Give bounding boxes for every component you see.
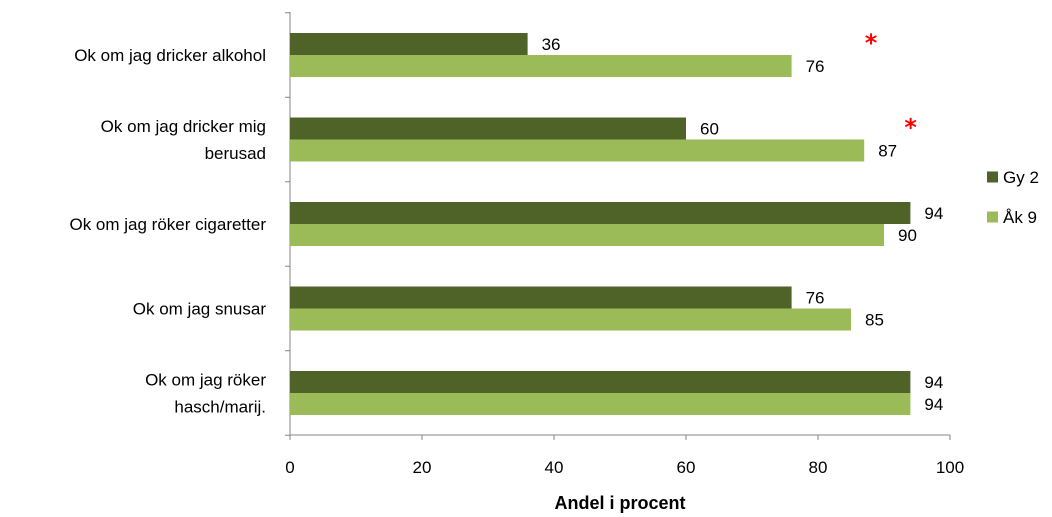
bar-gy2 (290, 286, 792, 309)
x-tick-label: 100 (936, 458, 964, 477)
bar-value-label: 87 (878, 142, 897, 161)
x-tick-label: 40 (545, 458, 564, 477)
x-tick-label: 60 (677, 458, 696, 477)
category-labels: Ok om jag dricker alkohol Ok om jag drick… (69, 46, 266, 417)
bar-value-label: 60 (700, 120, 719, 139)
bar-gy2 (290, 202, 911, 224)
category-label: Ok om jag dricker mig berusad (101, 117, 266, 163)
bar-value-label: 94 (924, 373, 943, 392)
bar-value-label: 94 (924, 395, 943, 414)
bar-ak9 (290, 393, 911, 415)
category-label: Ok om jag röker hasch/marij. (145, 371, 266, 417)
significance-asterisk: * (865, 29, 878, 57)
bar-value-label: 94 (924, 204, 943, 223)
bar-gy2 (290, 117, 686, 140)
bar-value-label: 76 (806, 57, 825, 76)
legend: Gy 2 Åk 9 (987, 168, 1039, 227)
legend-swatch (987, 211, 998, 223)
legend-label: Åk 9 (1003, 208, 1037, 227)
x-tick-label: 20 (413, 458, 432, 477)
bar-ak9 (290, 224, 884, 246)
bar-value-label: 76 (806, 289, 825, 308)
x-axis: 0 20 40 60 80 100 (285, 434, 964, 477)
bar-value-label: 85 (865, 311, 884, 330)
category-label: Ok om jag snusar (133, 300, 267, 319)
bar-ak9 (290, 139, 865, 162)
significance-asterisk: * (904, 114, 917, 142)
x-tick-label: 80 (809, 458, 828, 477)
legend-label: Gy 2 (1003, 168, 1039, 187)
x-tick-label: 0 (285, 458, 294, 477)
bar-value-label: 36 (542, 35, 561, 54)
bar-ak9 (290, 55, 792, 77)
bar-gy2 (290, 33, 528, 55)
data-labels: 36 76 60 87 94 90 76 85 94 94 (542, 35, 944, 414)
category-label: Ok om jag röker cigaretter (69, 215, 266, 234)
category-label: Ok om jag dricker alkohol (74, 46, 266, 65)
bar-ak9 (290, 308, 851, 331)
y-axis (285, 12, 291, 436)
bars (290, 33, 911, 415)
legend-swatch (987, 171, 998, 183)
bar-gy2 (290, 371, 911, 393)
bar-value-label: 90 (898, 226, 917, 245)
x-axis-title: Andel i procent (554, 493, 685, 513)
significance-markers: ** (865, 29, 918, 142)
